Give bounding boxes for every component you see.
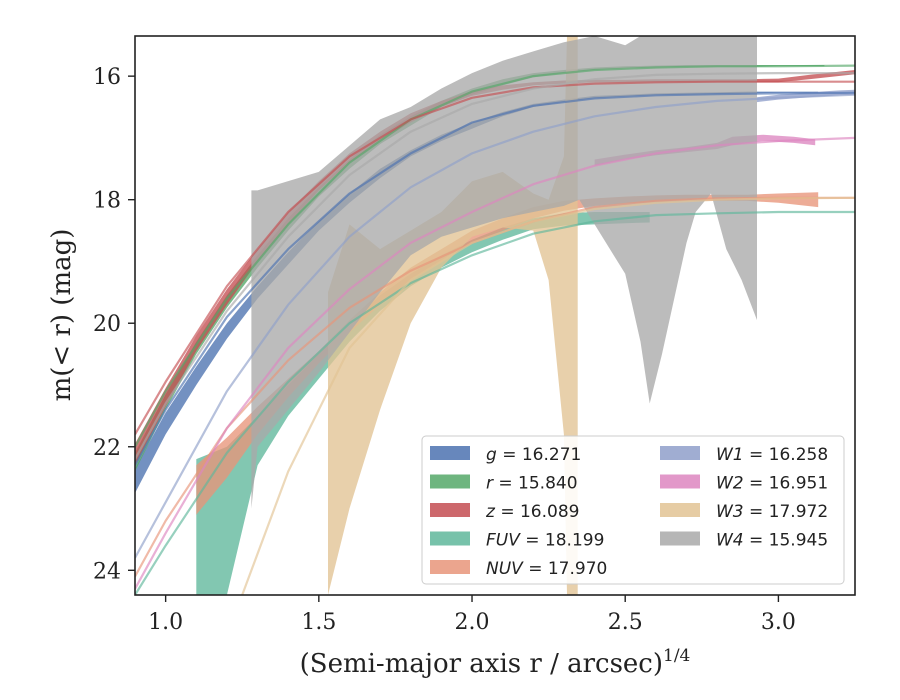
legend-swatch-g	[430, 446, 470, 460]
legend-label-fuv: FUV = 18.199	[486, 531, 604, 551]
model-curve-w1	[135, 93, 855, 559]
model-curve-r	[135, 64, 855, 448]
x-axis-ticks: 1.0 1.5 2.0 2.5 3.0	[148, 595, 796, 635]
legend-swatch-w3	[660, 503, 700, 517]
legend-label-z: z = 16.089	[485, 502, 579, 522]
model-curve-w2	[135, 136, 855, 590]
legend-label-nuv: NUV = 17.970	[486, 559, 607, 579]
legend-swatch-z	[430, 503, 470, 517]
legend-box	[421, 435, 845, 585]
y-tick-label: 18	[93, 189, 121, 214]
x-tick-label: 1.0	[148, 610, 183, 635]
model-curve-w3	[241, 196, 855, 595]
x-axis-title-exponent: 1/4	[663, 646, 690, 666]
legend-swatch-r	[430, 474, 470, 489]
model-curve-fuv	[135, 210, 855, 595]
legend-swatch-w4	[660, 531, 700, 546]
legend-swatch-fuv	[430, 531, 470, 546]
y-axis-title: m(< r) (mag)	[47, 229, 77, 402]
legend-swatch-w1	[660, 446, 700, 460]
model-curve-w4	[135, 71, 855, 460]
legend-swatch-nuv	[430, 560, 470, 574]
x-axis-title: (Semi-major axis r / arcsec)1/4	[300, 646, 691, 679]
plot-frame	[134, 35, 856, 596]
y-tick-label: 20	[93, 312, 121, 337]
y-tick-label: 24	[93, 559, 121, 584]
model-curves	[135, 64, 855, 595]
y-axis-ticks: 16 18 20 22 24	[93, 65, 135, 584]
legend-label-w1: W1 = 16.258	[716, 445, 828, 465]
y-tick-label: 22	[93, 436, 121, 461]
legend-label-w2: W2 = 16.951	[716, 474, 828, 494]
model-curve-g	[135, 91, 855, 466]
legend-swatch-w2	[660, 474, 700, 489]
x-tick-label: 1.5	[301, 610, 336, 635]
legend: g = 16.271 r = 15.840 z = 16.089 FUV = 18.1…	[421, 435, 845, 585]
legend-label-w3: W3 = 17.972	[716, 502, 828, 522]
model-curve-z	[135, 80, 855, 435]
legend-label-r: r = 15.840	[486, 474, 578, 494]
legend-label-w4: W4 = 15.945	[716, 531, 828, 551]
x-axis-title-main: (Semi-major axis r / arcsec)	[300, 649, 663, 679]
x-tick-label: 2.5	[608, 610, 643, 635]
x-tick-label: 3.0	[761, 610, 796, 635]
x-tick-label: 2.0	[455, 610, 490, 635]
y-tick-label: 16	[93, 65, 121, 90]
legend-label-g: g = 16.271	[486, 445, 581, 465]
band-w2	[594, 134, 816, 166]
